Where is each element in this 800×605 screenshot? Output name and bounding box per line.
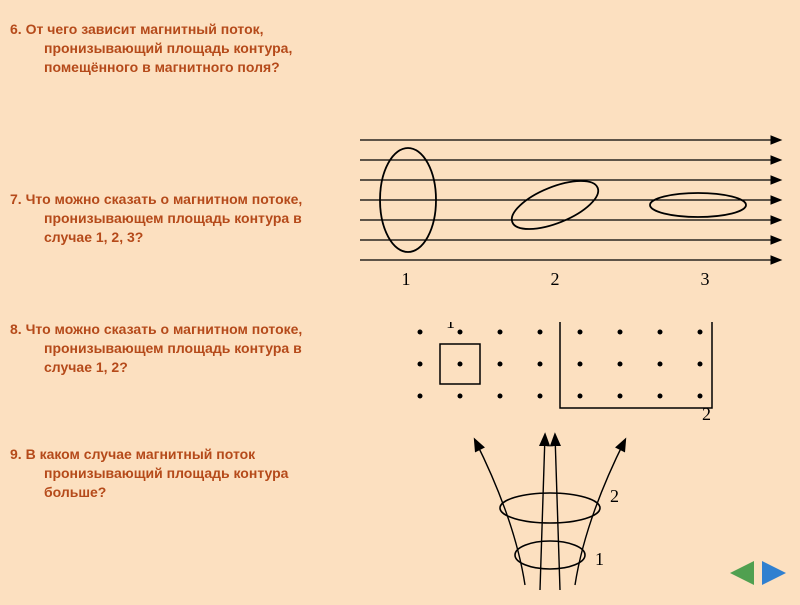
svg-text:1: 1 [595, 549, 604, 569]
figure-q8-svg: 12 [410, 322, 730, 432]
figure-q9-svg: 21 [440, 430, 660, 600]
svg-text:2: 2 [551, 269, 560, 289]
svg-text:1: 1 [402, 269, 411, 289]
figure-q9: 21 [440, 430, 660, 605]
question-8: 8. Что можно сказать о магнитном потоке,… [10, 320, 330, 377]
question-6: 6. От чего зависит магнитный поток, прон… [10, 20, 330, 77]
figure-q7: 1 2 3 [360, 135, 790, 300]
question-9: 9. В каком случае магнитный поток прониз… [10, 445, 330, 502]
svg-text:1: 1 [446, 322, 455, 332]
svg-text:3: 3 [701, 269, 710, 289]
figure-q7-svg: 1 2 3 [360, 135, 790, 295]
nav-controls [726, 559, 790, 592]
svg-text:2: 2 [702, 404, 711, 424]
question-7: 7. Что можно сказать о магнитном потоке,… [10, 190, 330, 247]
prev-button[interactable] [726, 559, 756, 587]
svg-text:2: 2 [610, 486, 619, 506]
figure-q8: 12 [410, 322, 730, 437]
next-button[interactable] [760, 559, 790, 587]
